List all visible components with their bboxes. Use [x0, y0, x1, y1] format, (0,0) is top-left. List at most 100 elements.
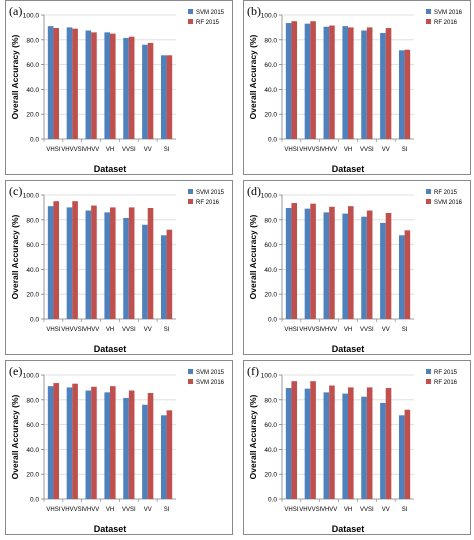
y-tick-label: 60.0	[264, 62, 277, 69]
x-tick-label: VHVV	[83, 327, 99, 333]
panel-label: (d)	[247, 184, 261, 198]
y-tick-label: 20.0	[26, 472, 39, 479]
bar-series2	[366, 27, 373, 139]
legend-swatch	[188, 199, 193, 204]
x-tick-label: VVSI	[122, 147, 136, 153]
bar-series1	[285, 23, 292, 140]
x-tick-label: VHSI	[46, 327, 60, 333]
y-tick-label: 0.0	[268, 317, 277, 324]
chart-panel-a: (a) 0.0 20.0 40.0 60.0 80.0 100.0 VHSI VHVVSI VHV…	[5, 0, 233, 175]
bar-series1	[323, 26, 330, 140]
bar-series1	[398, 235, 405, 319]
y-tick-label: 20.0	[264, 292, 277, 299]
y-tick-label: 20.0	[264, 112, 277, 119]
y-tick-label: 0.0	[268, 497, 277, 504]
legend-label: SVM 2016	[196, 380, 225, 386]
x-axis-label: Dataset	[332, 164, 365, 174]
bar-series2	[128, 390, 135, 499]
bar-series1	[342, 26, 348, 139]
bar-series1	[361, 30, 367, 139]
bar-series1	[142, 224, 148, 319]
legend-swatch	[426, 199, 431, 204]
y-axis-label: Overall Accuracy (%)	[248, 34, 258, 119]
y-tick-label: 80.0	[264, 397, 277, 404]
bar-series2	[91, 32, 97, 139]
bar-series2	[147, 208, 154, 319]
x-tick-label: SI	[402, 507, 408, 513]
bar-series2	[110, 386, 116, 499]
x-tick-label: VHVV	[321, 147, 337, 153]
x-axis-label: Dataset	[94, 164, 127, 174]
x-tick-label: SI	[402, 327, 408, 333]
bar-series2	[110, 207, 116, 319]
bar-series2	[404, 409, 411, 499]
legend-swatch	[188, 189, 193, 194]
y-tick-label: 100.0	[23, 193, 40, 200]
bar-series1	[142, 44, 148, 140]
x-tick-label: VV	[144, 507, 152, 513]
x-tick-label: VVSI	[360, 327, 374, 333]
bar-series2	[147, 42, 154, 139]
y-tick-label: 40.0	[264, 267, 277, 274]
y-axis-label: Overall Accuracy (%)	[248, 394, 258, 479]
x-tick-label: VHVV	[83, 507, 99, 513]
y-tick-label: 60.0	[26, 242, 39, 249]
x-tick-label: VHSI	[284, 147, 298, 153]
x-tick-label: VH	[344, 147, 352, 153]
x-tick-label: VHVVSI	[61, 507, 83, 513]
x-tick-label: VHSI	[284, 327, 298, 333]
bar-series1	[304, 388, 311, 499]
y-tick-label: 100.0	[261, 373, 278, 380]
y-tick-label: 80.0	[26, 37, 39, 44]
bar-series1	[304, 208, 311, 319]
bar-series1	[104, 32, 110, 139]
bar-series2	[366, 210, 373, 319]
chart-panel-c: (c) 0.0 20.0 40.0 60.0 80.0 100.0 VHSI VHVVSI VHV…	[5, 180, 233, 355]
x-tick-label: SI	[164, 147, 170, 153]
legend-swatch	[426, 369, 431, 374]
x-axis-label: Dataset	[94, 524, 127, 534]
legend-swatch	[188, 379, 193, 384]
legend-label: SVM 2016	[434, 200, 463, 206]
bar-series2	[110, 33, 116, 139]
y-tick-label: 80.0	[26, 217, 39, 224]
y-tick-label: 20.0	[26, 292, 39, 299]
x-tick-label: VHSI	[46, 507, 60, 513]
bar-series2	[166, 229, 173, 319]
x-tick-label: VVSI	[360, 507, 374, 513]
bar-series1	[123, 397, 129, 499]
bar-series2	[291, 203, 298, 319]
bar-series1	[304, 23, 311, 139]
bar-series1	[66, 387, 73, 499]
y-tick-label: 100.0	[23, 13, 40, 20]
bar-series1	[66, 207, 73, 319]
bar-series1	[285, 208, 292, 319]
y-axis-label: Overall Accuracy (%)	[10, 214, 20, 299]
x-tick-label: VH	[344, 327, 352, 333]
x-tick-label: VVSI	[122, 507, 136, 513]
bar-series1	[361, 396, 367, 499]
y-axis-label: Overall Accuracy (%)	[10, 34, 20, 119]
legend-label: RF 2016	[434, 380, 458, 386]
chart-panel-e: (e) 0.0 20.0 40.0 60.0 80.0 100.0 VHSI VHVVSI VHV…	[5, 360, 233, 535]
x-tick-label: VHVVSI	[299, 327, 321, 333]
bar-series2	[310, 203, 316, 319]
panel-label: (e)	[9, 364, 22, 378]
legend-swatch	[426, 189, 431, 194]
legend-swatch	[426, 379, 431, 384]
x-tick-label: VV	[382, 507, 390, 513]
bar-series2	[385, 28, 392, 139]
bar-series2	[91, 386, 97, 499]
panel-label: (f)	[247, 364, 259, 378]
bar-series1	[361, 216, 367, 319]
bar-series1	[104, 392, 110, 499]
x-tick-label: VV	[382, 147, 390, 153]
y-tick-label: 100.0	[23, 373, 40, 380]
x-tick-label: VHVVSI	[299, 507, 321, 513]
x-tick-label: VH	[344, 507, 352, 513]
bar-series2	[385, 388, 392, 499]
panel-label: (b)	[247, 4, 261, 18]
